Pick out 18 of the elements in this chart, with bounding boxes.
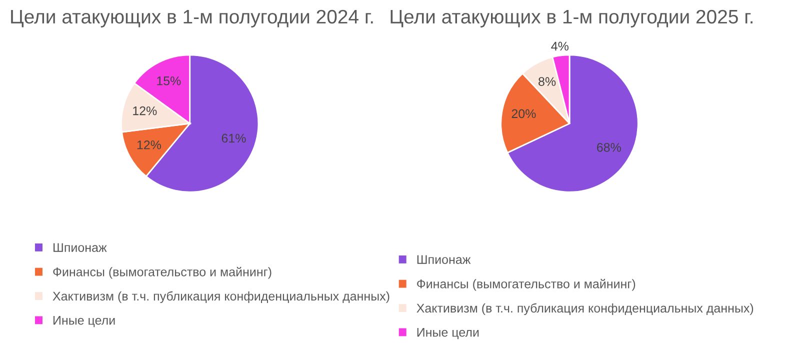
data-label: 20% xyxy=(512,109,536,118)
legend-label: Финансы (вымогательство и майнинг) xyxy=(417,278,636,291)
legend-label: Шпионаж xyxy=(54,243,107,252)
data-label: 8% xyxy=(538,77,556,86)
data-label: 61% xyxy=(222,134,246,143)
legend-label: Иные цели xyxy=(54,316,115,328)
legend-label: Финансы (вымогательство и майнинг) xyxy=(53,266,272,279)
data-label: 4% xyxy=(551,42,568,51)
chart-title: Цели атакующих в 1-м полугодии 2025 г. xyxy=(390,10,752,28)
legend-label: Хактивизм (в т.ч. публикация конфиденциальных данных) xyxy=(416,303,754,316)
chart-title: Цели атакующих в 1-м полугодии 2024 г. xyxy=(11,10,373,28)
data-label: 15% xyxy=(157,76,181,86)
legend-label: Иные цели xyxy=(417,328,479,340)
data-label: 12% xyxy=(137,140,162,150)
data-label: 68% xyxy=(597,142,621,152)
legend-label: Шпионаж xyxy=(417,255,471,264)
legend-label: Хактивизм (в т.ч. публикация конфиденциальных данных) xyxy=(52,291,390,304)
data-label: 12% xyxy=(133,106,157,116)
